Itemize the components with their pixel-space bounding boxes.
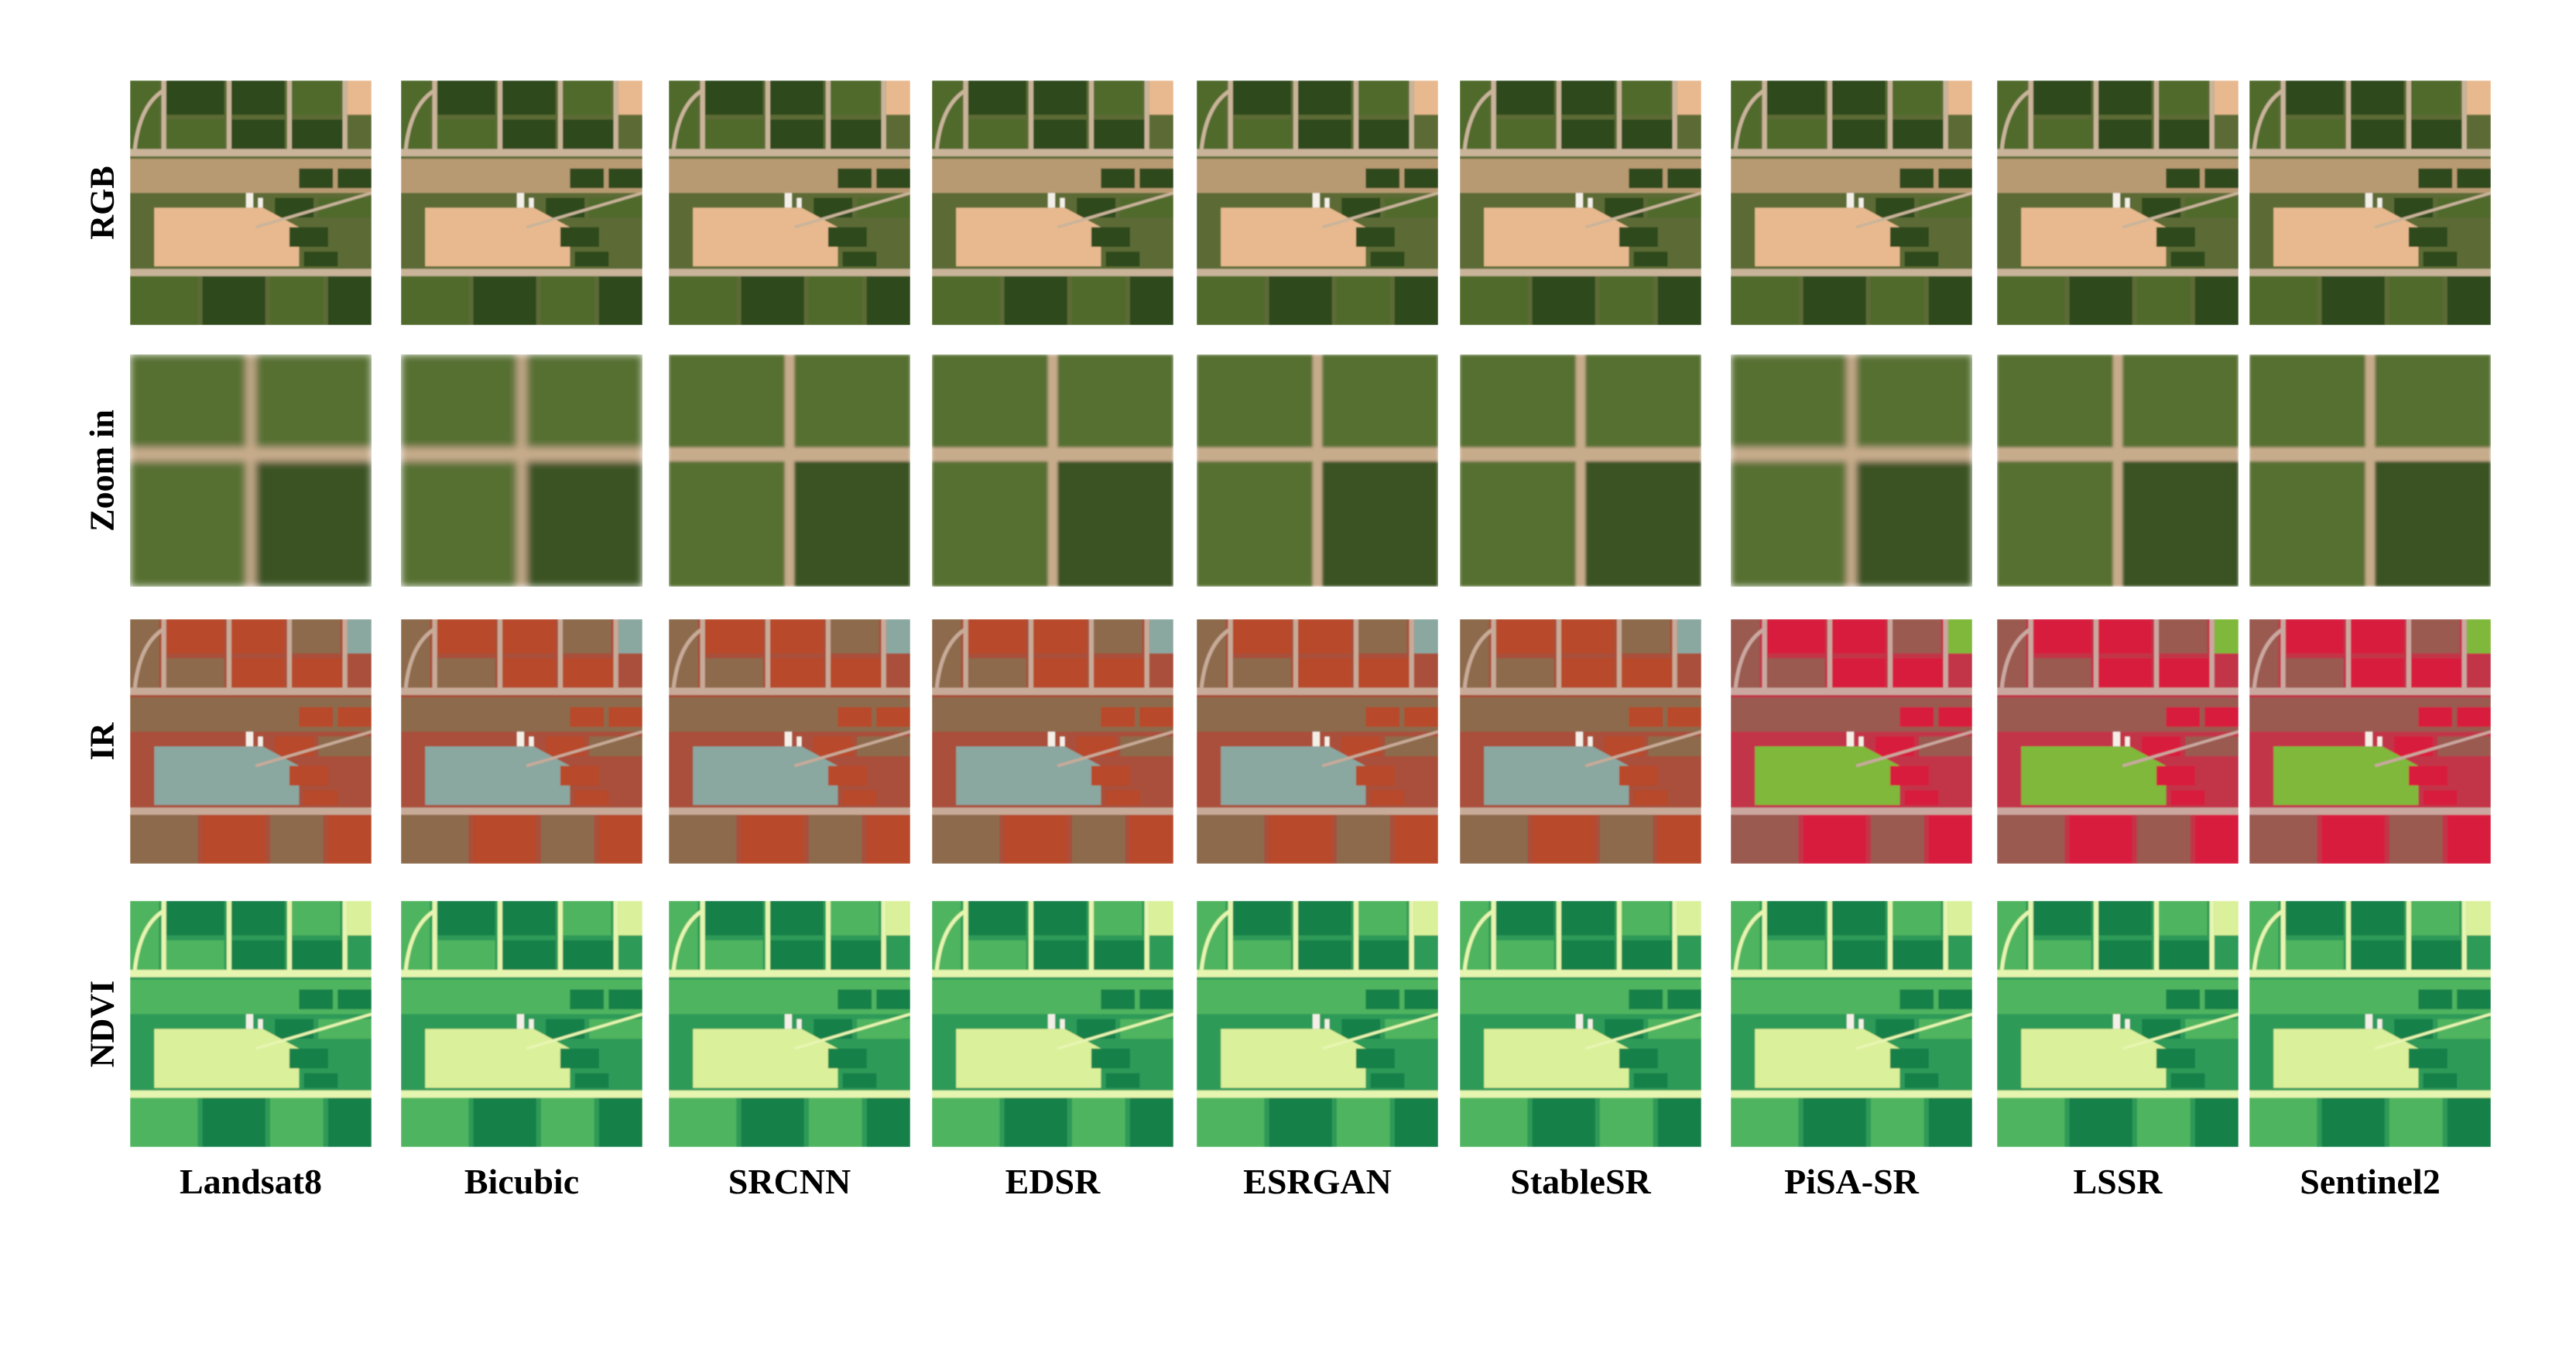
row-label-rgb: RGB: [83, 166, 122, 240]
tile-ir-landsat8: [130, 619, 372, 864]
tile-image: [1460, 901, 1701, 1147]
tile-image: [2249, 619, 2491, 864]
column-label: SRCNN: [728, 1162, 851, 1201]
column-label: PiSA-SR: [1784, 1162, 1919, 1201]
tile-rgb-srcnn: [669, 80, 910, 325]
tile-image: [932, 354, 1173, 587]
tile-image: [2249, 80, 2491, 325]
tile-rgb-esrgan: [1197, 80, 1438, 325]
tile-zoom-stablesr: [1460, 354, 1701, 587]
column-label: Bicubic: [464, 1162, 580, 1201]
column-label: StableSR: [1510, 1162, 1651, 1201]
tile-zoom-srcnn: [669, 354, 910, 587]
tile-ndvi-lssr: [1997, 901, 2239, 1147]
tile-ndvi-sentinel2: [2249, 901, 2491, 1147]
tile-ir-esrgan: [1197, 619, 1438, 864]
tile-zoom-bicubic: [401, 354, 642, 587]
tile-image: [130, 80, 372, 325]
tile-image: [130, 354, 372, 587]
tile-zoom-landsat8: [130, 354, 372, 587]
tile-image: [1197, 80, 1438, 325]
tile-image: [401, 354, 642, 587]
tile-image: [1731, 354, 1972, 587]
tile-zoom-edsr: [932, 354, 1173, 587]
tile-ir-srcnn: [669, 619, 910, 864]
tile-image: [1997, 80, 2239, 325]
tile-image: [669, 80, 910, 325]
tile-image: [1197, 901, 1438, 1147]
tile-image: [932, 901, 1173, 1147]
tile-image: [1731, 619, 1972, 864]
tile-ndvi-stablesr: [1460, 901, 1701, 1147]
tile-image: [130, 619, 372, 864]
tile-image: [1197, 619, 1438, 864]
column-label: Sentinel2: [2300, 1162, 2441, 1201]
tile-image: [669, 901, 910, 1147]
tile-zoom-esrgan: [1197, 354, 1438, 587]
tile-image: [1997, 619, 2239, 864]
column-label: Landsat8: [179, 1162, 323, 1201]
tile-rgb-bicubic: [401, 80, 642, 325]
column-label: LSSR: [2073, 1162, 2163, 1201]
tile-image: [2249, 901, 2491, 1147]
tile-image: [1460, 619, 1701, 864]
tile-rgb-stablesr: [1460, 80, 1701, 325]
row-label-zoom: Zoom in: [83, 409, 122, 532]
tile-zoom-sentinel2: [2249, 354, 2491, 587]
tile-zoom-lssr: [1997, 354, 2239, 587]
tile-image: [401, 901, 642, 1147]
tile-image: [932, 80, 1173, 325]
row-label-ir: IR: [83, 722, 122, 761]
tile-ndvi-bicubic: [401, 901, 642, 1147]
tile-ir-edsr: [932, 619, 1173, 864]
tile-rgb-landsat8: [130, 80, 372, 325]
tile-ir-lssr: [1997, 619, 2239, 864]
tile-image: [1731, 80, 1972, 325]
tile-image: [1997, 901, 2239, 1147]
tile-ir-pisa-sr: [1731, 619, 1972, 864]
tile-rgb-edsr: [932, 80, 1173, 325]
tile-image: [1997, 354, 2239, 587]
tile-ndvi-edsr: [932, 901, 1173, 1147]
tile-ndvi-srcnn: [669, 901, 910, 1147]
tile-image: [1460, 354, 1701, 587]
tile-rgb-lssr: [1997, 80, 2239, 325]
tile-ir-bicubic: [401, 619, 642, 864]
tile-image: [2249, 354, 2491, 587]
tile-rgb-pisa-sr: [1731, 80, 1972, 325]
tile-image: [1731, 901, 1972, 1147]
tile-zoom-pisa-sr: [1731, 354, 1972, 587]
tile-rgb-sentinel2: [2249, 80, 2491, 325]
tile-ir-stablesr: [1460, 619, 1701, 864]
tile-image: [669, 354, 910, 587]
tile-image: [401, 80, 642, 325]
tile-image: [669, 619, 910, 864]
tile-image: [1460, 80, 1701, 325]
tile-image: [1197, 354, 1438, 587]
column-label: ESRGAN: [1243, 1162, 1392, 1201]
column-label: EDSR: [1005, 1162, 1101, 1201]
tile-ndvi-pisa-sr: [1731, 901, 1972, 1147]
tile-image: [401, 619, 642, 864]
tile-ndvi-esrgan: [1197, 901, 1438, 1147]
row-label-ndvi: NDVI: [83, 980, 122, 1068]
tile-ir-sentinel2: [2249, 619, 2491, 864]
tile-image: [130, 901, 372, 1147]
tile-ndvi-landsat8: [130, 901, 372, 1147]
tile-image: [932, 619, 1173, 864]
